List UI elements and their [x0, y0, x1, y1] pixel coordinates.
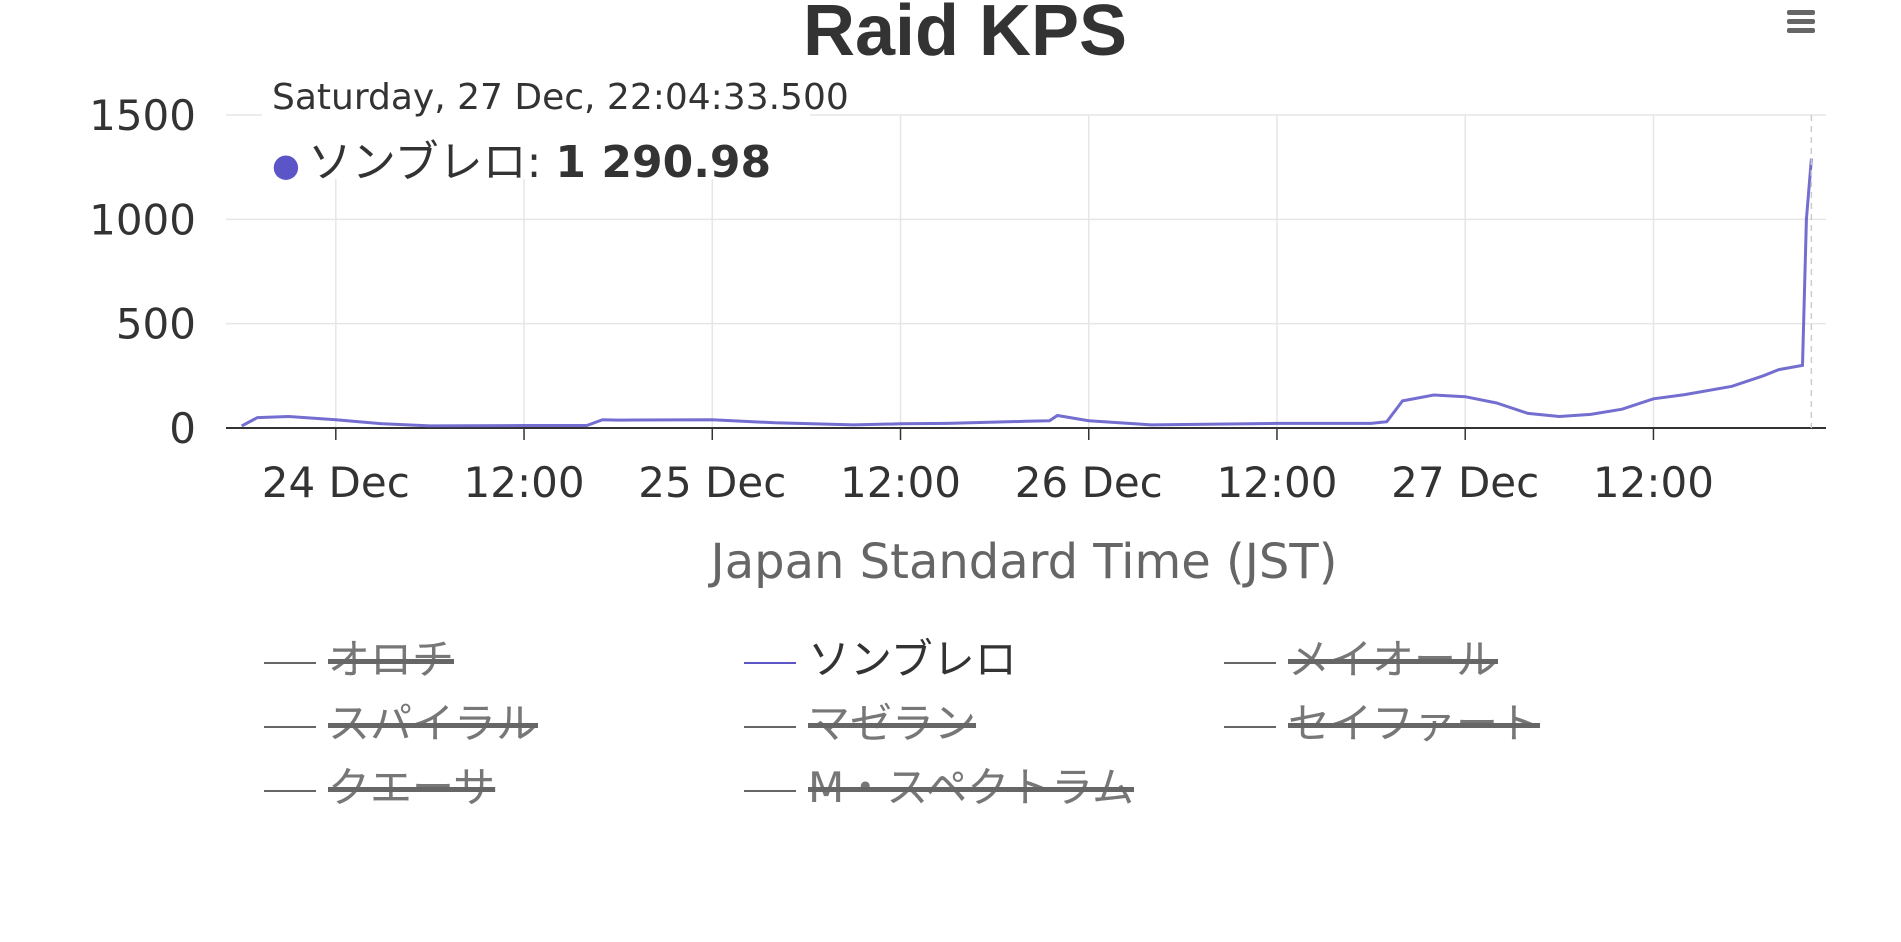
legend-item-m-spectrum[interactable]: M・スペクトラム	[744, 760, 1134, 816]
y-tick-label: 0	[169, 404, 196, 453]
x-axis-title: Japan Standard Time (JST)	[708, 534, 1338, 590]
tooltip-series-row: ● ソンブレロ: 1 290.98	[272, 126, 771, 190]
x-tick-label: 12:00	[1593, 458, 1714, 507]
legend-item-label: ソンブレロ	[808, 635, 1017, 684]
series-line	[240, 158, 1813, 428]
series-layer	[240, 115, 1813, 428]
legend-swatch	[1224, 661, 1276, 664]
x-tick-label: 26 Dec	[1015, 458, 1163, 507]
x-tick-label: 25 Dec	[638, 458, 786, 507]
legend-item-magellan[interactable]: マゼラン	[744, 696, 976, 752]
menu-bar-icon	[1787, 28, 1815, 33]
menu-bar-icon	[1787, 10, 1815, 15]
legend-item-sombrero[interactable]: ソンブレロ	[744, 632, 1017, 688]
legend-item-orochi[interactable]: オロチ	[264, 632, 454, 688]
legend-item-quasar[interactable]: クエーサ	[264, 760, 495, 816]
legend-swatch	[744, 725, 796, 728]
tooltip-series-name: ソンブレロ	[307, 137, 527, 188]
legend-item-label: クエーサ	[328, 763, 496, 812]
legend-item-label: M・スペクトラム	[808, 763, 1135, 812]
series-marker-icon: ●	[272, 146, 300, 184]
tooltip: Saturday, 27 Dec, 22:04:33.500 ● ソンブレロ: 1…	[262, 75, 849, 188]
legend-swatch	[264, 725, 316, 728]
axis-layer: 0 500 1000 1500 24 Dec 12:00 25 Dec 12:00 26 Dec…	[89, 91, 1826, 507]
x-tick-label: 12:00	[1216, 458, 1337, 507]
legend: オロチ ソンブレロ メイオール スパイラル マゼラン セイファート クエーサ M…	[264, 632, 1604, 832]
y-tick-label: 1000	[89, 195, 196, 244]
legend-item-label: スパイラル	[328, 699, 539, 748]
x-tick-label: 24 Dec	[262, 458, 410, 507]
x-tick-label: 27 Dec	[1391, 458, 1539, 507]
legend-swatch	[744, 661, 796, 664]
chart-title: Raid KPS	[803, 0, 1127, 71]
chart-context-menu-button[interactable]	[1778, 4, 1818, 44]
tooltip-separator: :	[526, 137, 556, 188]
legend-item-label: セイファート	[1288, 699, 1541, 748]
legend-swatch	[744, 789, 796, 792]
legend-item-seyfert[interactable]: セイファート	[1224, 696, 1540, 752]
legend-item-label: オロチ	[328, 635, 455, 684]
legend-item-label: メイオール	[1288, 635, 1499, 684]
menu-bar-icon	[1787, 19, 1815, 24]
x-tick-label: 12:00	[464, 458, 585, 507]
y-tick-label: 1500	[89, 91, 196, 140]
tooltip-date: Saturday, 27 Dec, 22:04:33.500	[272, 77, 849, 118]
legend-swatch	[264, 789, 316, 792]
x-tick-label: 12:00	[840, 458, 961, 507]
legend-item-label: マゼラン	[808, 699, 977, 748]
legend-item-spiral[interactable]: スパイラル	[264, 696, 538, 752]
legend-item-mayall[interactable]: メイオール	[1224, 632, 1498, 688]
legend-swatch	[264, 661, 316, 664]
y-tick-label: 500	[116, 300, 196, 349]
tooltip-value: 1 290.98	[555, 137, 772, 188]
legend-swatch	[1224, 725, 1276, 728]
